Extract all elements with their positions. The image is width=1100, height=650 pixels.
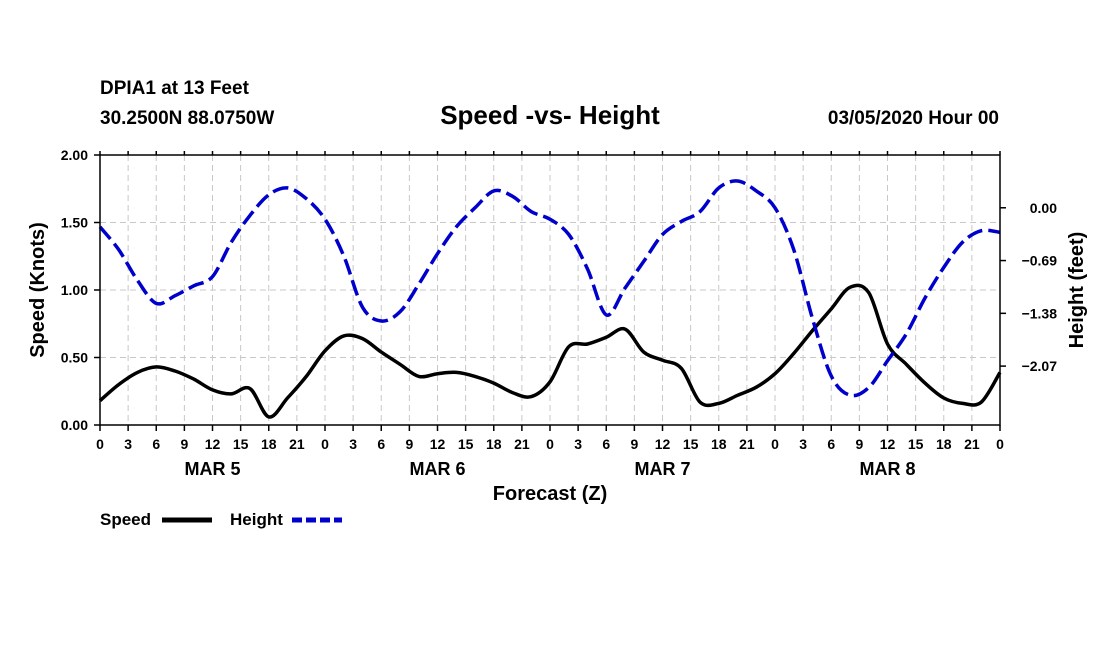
x-tick-label: 3 [799, 436, 807, 452]
x-tick-label: 21 [289, 436, 305, 452]
series-lines [98, 179, 1002, 419]
x-tick-label: 15 [683, 436, 699, 452]
left-tick-label: 1.50 [61, 215, 88, 231]
x-tick-label: 6 [602, 436, 610, 452]
x-tick-label: 3 [124, 436, 132, 452]
x-tick-label: 15 [908, 436, 924, 452]
x-tick-label: 0 [96, 436, 104, 452]
x-tick-label: 6 [377, 436, 385, 452]
x-tick-label: 3 [574, 436, 582, 452]
coords-label: 30.2500N 88.0750W [100, 108, 274, 129]
x-tick-label: 12 [430, 436, 446, 452]
x-tick-label: 0 [996, 436, 1004, 452]
x-tick-label: 0 [546, 436, 554, 452]
day-label: MAR 5 [184, 459, 240, 479]
x-tick-label: 21 [964, 436, 980, 452]
x-tick-label: 21 [514, 436, 530, 452]
day-label: MAR 6 [409, 459, 465, 479]
x-tick-label: 3 [349, 436, 357, 452]
right-tick-label: −0.69 [1022, 253, 1058, 269]
chart-title: Speed -vs- Height [440, 100, 660, 130]
right-axis-label: Height (feet) [1066, 232, 1088, 349]
x-tick-label: 0 [771, 436, 779, 452]
x-tick-label: 15 [233, 436, 249, 452]
x-tick-label: 9 [630, 436, 638, 452]
x-tick-label: 9 [855, 436, 863, 452]
x-tick-label: 18 [486, 436, 502, 452]
x-tick-label: 9 [405, 436, 413, 452]
x-tick-label: 0 [321, 436, 329, 452]
left-tick-label: 2.00 [61, 147, 88, 163]
series-height-line [98, 179, 1001, 398]
x-axis-label: Forecast (Z) [493, 483, 607, 505]
left-tick-label: 0.00 [61, 417, 88, 433]
x-tick-label: 21 [739, 436, 755, 452]
legend-height-label: Height [230, 510, 283, 529]
right-tick-label: −1.38 [1022, 305, 1058, 321]
day-label: MAR 8 [859, 459, 915, 479]
x-tick-label: 9 [180, 436, 188, 452]
x-tick-label: 6 [827, 436, 835, 452]
legend: Speed Height [100, 510, 342, 529]
day-label: MAR 7 [634, 459, 690, 479]
x-tick-label: 15 [458, 436, 474, 452]
left-axis-label: Speed (Knots) [27, 222, 49, 358]
right-tick-label: −2.07 [1022, 358, 1058, 374]
station-label: DPIA1 at 13 Feet [100, 78, 250, 99]
axis-ticks: 0 3 6 9 12 15 18 21 0 3 6 9 12 15 18 21 0 3 6 9 12 15 18 21 0 3 6 9… [61, 147, 1057, 479]
x-tick-label: 18 [936, 436, 952, 452]
x-tick-label: 12 [880, 436, 896, 452]
x-tick-label: 18 [711, 436, 727, 452]
left-tick-label: 1.00 [61, 282, 88, 298]
x-tick-label: 12 [205, 436, 221, 452]
left-tick-label: 0.50 [61, 350, 88, 366]
run-label: 03/05/2020 Hour 00 [828, 108, 999, 129]
right-tick-label: 0.00 [1030, 200, 1057, 216]
legend-speed-label: Speed [100, 510, 151, 529]
x-tick-label: 18 [261, 436, 277, 452]
x-tick-label: 6 [152, 436, 160, 452]
series-speed-line [98, 283, 1002, 419]
x-tick-label: 12 [655, 436, 671, 452]
